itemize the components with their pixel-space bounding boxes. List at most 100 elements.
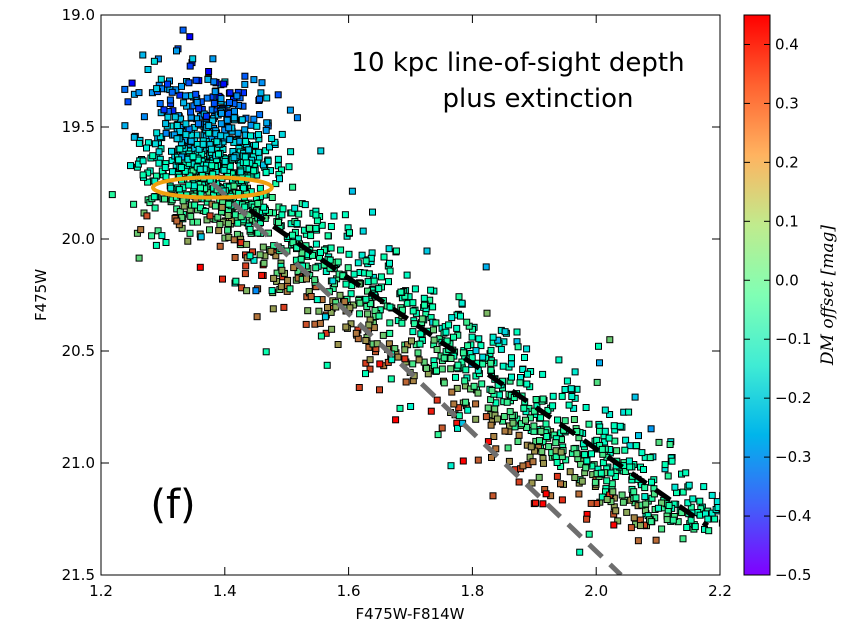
data-point	[262, 147, 270, 155]
data-point	[182, 92, 190, 100]
data-point	[364, 310, 372, 318]
data-point	[278, 211, 286, 219]
x-axis-label: F475W-F814W	[356, 605, 465, 623]
data-point	[259, 243, 267, 251]
data-point	[379, 331, 387, 339]
data-point	[622, 436, 630, 444]
data-point	[387, 375, 395, 383]
data-point	[195, 145, 203, 153]
data-point	[143, 212, 151, 220]
data-point	[454, 424, 461, 432]
data-point	[433, 367, 440, 375]
data-point	[489, 333, 497, 341]
data-point	[684, 499, 692, 507]
data-point	[385, 278, 392, 286]
data-point	[362, 337, 370, 344]
data-point	[297, 255, 305, 263]
data-point	[321, 313, 329, 321]
data-point	[210, 99, 218, 107]
data-point	[704, 515, 712, 523]
data-point	[679, 535, 687, 543]
data-point	[721, 490, 727, 496]
data-point	[164, 80, 171, 88]
data-point	[513, 328, 521, 336]
data-point	[323, 361, 331, 369]
data-point	[301, 201, 309, 209]
data-point	[487, 346, 495, 354]
data-point	[197, 184, 204, 192]
data-point	[275, 218, 282, 226]
data-point	[362, 370, 369, 378]
y-tick-label: 20.5	[62, 342, 95, 360]
data-point	[149, 152, 157, 160]
data-point	[397, 288, 405, 296]
data-point	[358, 251, 366, 259]
data-point	[152, 241, 160, 249]
data-point	[375, 285, 383, 293]
data-point	[603, 496, 611, 503]
data-point	[184, 237, 192, 245]
data-point	[462, 366, 470, 374]
data-point	[475, 335, 483, 343]
data-point	[637, 522, 644, 530]
data-point	[276, 175, 283, 183]
data-point	[432, 319, 440, 327]
data-point	[403, 271, 411, 279]
data-point	[557, 448, 565, 456]
data-point	[558, 392, 566, 400]
data-point	[519, 366, 527, 373]
data-point	[462, 398, 470, 406]
data-point	[317, 147, 325, 155]
data-point	[585, 530, 593, 538]
data-point	[187, 108, 195, 116]
data-point	[255, 131, 262, 139]
data-point	[226, 162, 234, 170]
data-point	[307, 293, 315, 300]
data-point	[330, 212, 338, 220]
data-point	[208, 162, 216, 170]
data-point	[342, 323, 350, 331]
data-point	[289, 183, 297, 191]
data-point	[279, 205, 287, 213]
data-point	[423, 364, 430, 372]
data-point	[168, 147, 175, 155]
data-point	[563, 377, 571, 385]
data-point	[734, 501, 740, 507]
data-point	[278, 266, 286, 274]
data-point	[268, 287, 276, 295]
data-point	[722, 532, 728, 538]
data-point	[447, 365, 455, 373]
data-point	[394, 353, 402, 361]
data-point	[194, 120, 202, 128]
data-point	[554, 416, 561, 424]
data-point	[356, 310, 364, 318]
data-point	[539, 500, 547, 508]
data-point	[277, 283, 285, 291]
data-point	[346, 304, 354, 312]
data-point	[603, 477, 611, 485]
data-point	[144, 178, 152, 186]
data-point	[217, 132, 225, 140]
data-point	[448, 314, 456, 322]
data-point	[494, 415, 501, 423]
data-point	[226, 99, 233, 106]
data-point	[169, 168, 176, 176]
data-point	[614, 517, 622, 525]
data-point	[190, 182, 198, 190]
data-point	[243, 287, 251, 295]
data-point	[196, 165, 204, 173]
data-point	[487, 359, 495, 367]
data-point	[621, 468, 629, 475]
data-point	[154, 227, 162, 235]
data-point	[252, 141, 259, 149]
data-point	[679, 488, 687, 496]
data-point	[409, 360, 417, 368]
data-point	[230, 182, 238, 190]
data-point	[632, 442, 640, 450]
data-point	[549, 402, 557, 410]
data-point	[401, 355, 409, 363]
data-point	[725, 507, 731, 513]
data-point	[433, 346, 441, 353]
data-point	[499, 362, 507, 370]
data-point	[388, 356, 396, 364]
